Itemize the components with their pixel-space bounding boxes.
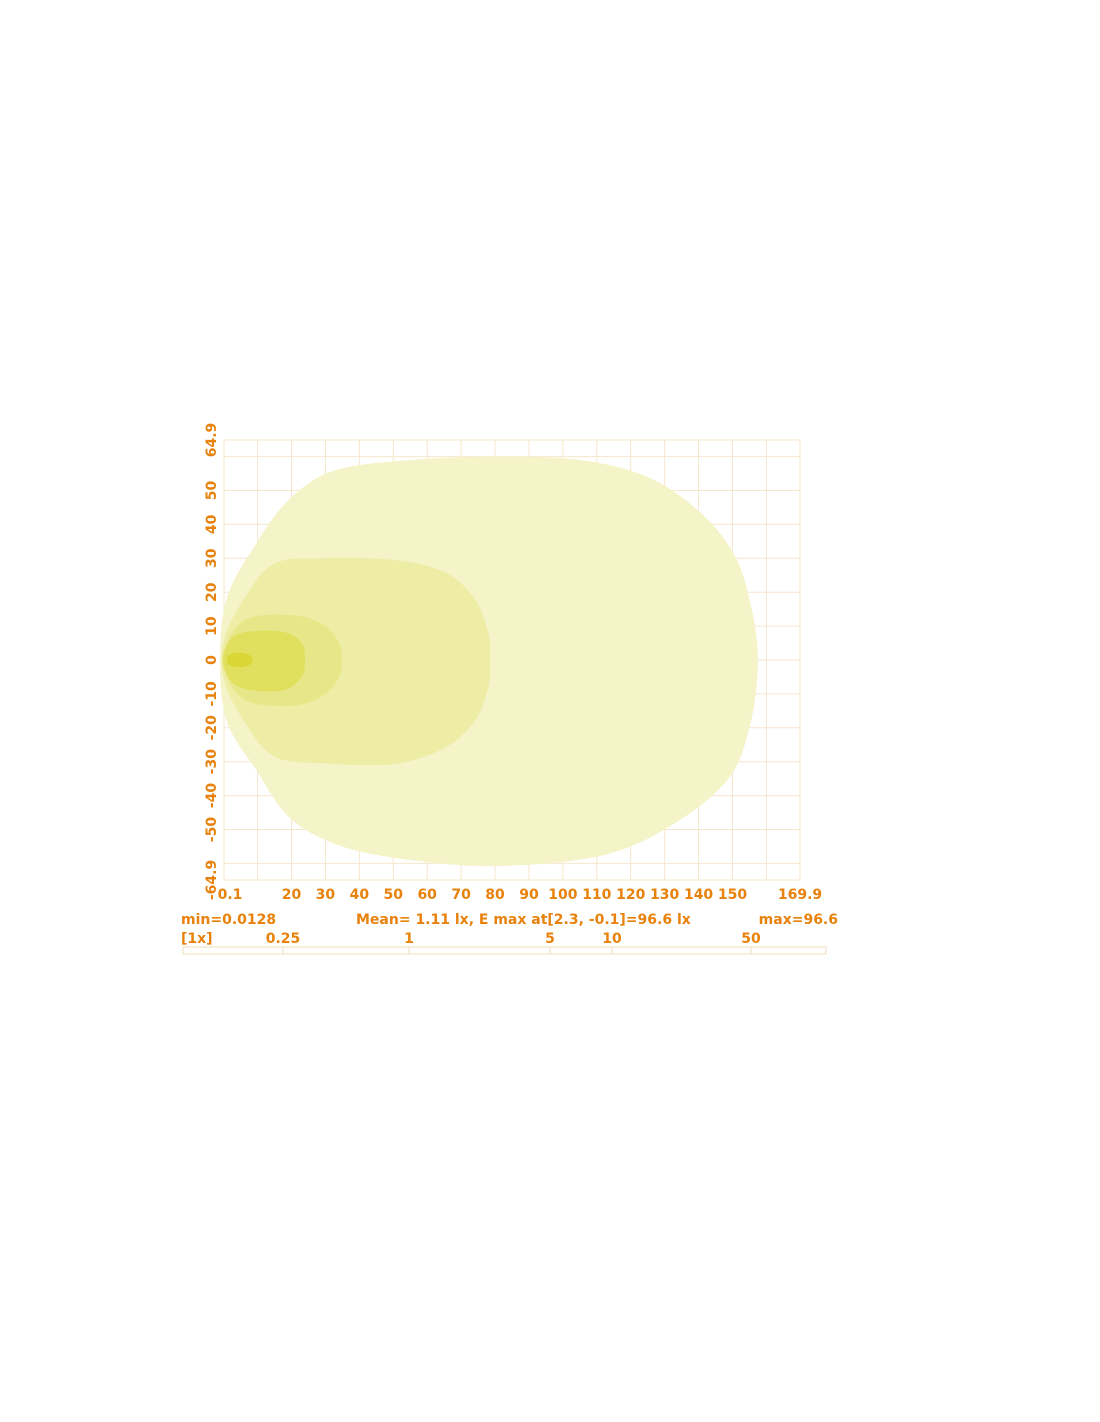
stat-max: max=96.6 — [759, 912, 838, 928]
stat-mean: Mean= 1.11 lx, E max at[2.3, -0.1]=96.6 … — [356, 912, 691, 928]
y-tick-label: 10 — [204, 616, 220, 636]
y-tick-label: 50 — [204, 481, 220, 501]
x-tick-label: 60 — [417, 887, 437, 903]
scale-bar: [1x] 0.25 1 5 10 50 — [181, 931, 827, 955]
x-tick-label: 130 — [650, 887, 679, 903]
scale-label: 0.25 — [266, 931, 301, 947]
scale-label: 1 — [404, 931, 414, 947]
x-tick-label: 100 — [548, 887, 577, 903]
y-tick-label: -10 — [204, 681, 220, 707]
y-tick-label: -64.9 — [204, 860, 220, 900]
x-tick-label: 50 — [384, 887, 404, 903]
axes: 0.1 20 30 40 50 60 70 80 90 100 110 120 130 140 150 169… — [204, 423, 822, 903]
stat-min: min=0.0128 — [181, 912, 276, 928]
y-tick-label: 20 — [204, 582, 220, 602]
x-tick-label: 90 — [519, 887, 539, 903]
y-tick-label: 0 — [204, 655, 220, 665]
x-tick-label: 70 — [451, 887, 471, 903]
x-tick-label: 30 — [316, 887, 336, 903]
y-tick-label: -30 — [204, 749, 220, 775]
y-tick-label: -20 — [204, 715, 220, 741]
x-tick-label: 80 — [485, 887, 505, 903]
scale-bar-track — [182, 946, 827, 955]
y-tick-label: 64.9 — [204, 423, 220, 458]
x-tick-label: 20 — [282, 887, 302, 903]
x-tick-label: 150 — [718, 887, 747, 903]
x-tick-label: 0.1 — [218, 887, 243, 903]
x-tick-label: 40 — [350, 887, 370, 903]
x-tick-label: 169.9 — [778, 887, 822, 903]
y-tick-label: -50 — [204, 817, 220, 843]
x-tick-label: 110 — [582, 887, 611, 903]
y-tick-label: 40 — [204, 514, 220, 534]
contour-50 — [226, 652, 253, 668]
scale-label: 5 — [545, 931, 555, 947]
y-tick-label: 30 — [204, 548, 220, 568]
y-tick-label: -40 — [204, 783, 220, 809]
contour-1 — [221, 557, 491, 766]
scale-label: 10 — [602, 931, 622, 947]
scale-label: 50 — [741, 931, 761, 947]
contours — [219, 456, 758, 867]
x-tick-label: 140 — [684, 887, 713, 903]
contour-10 — [222, 630, 306, 692]
scale-label: [1x] — [181, 931, 213, 947]
x-tick-label: 120 — [616, 887, 645, 903]
